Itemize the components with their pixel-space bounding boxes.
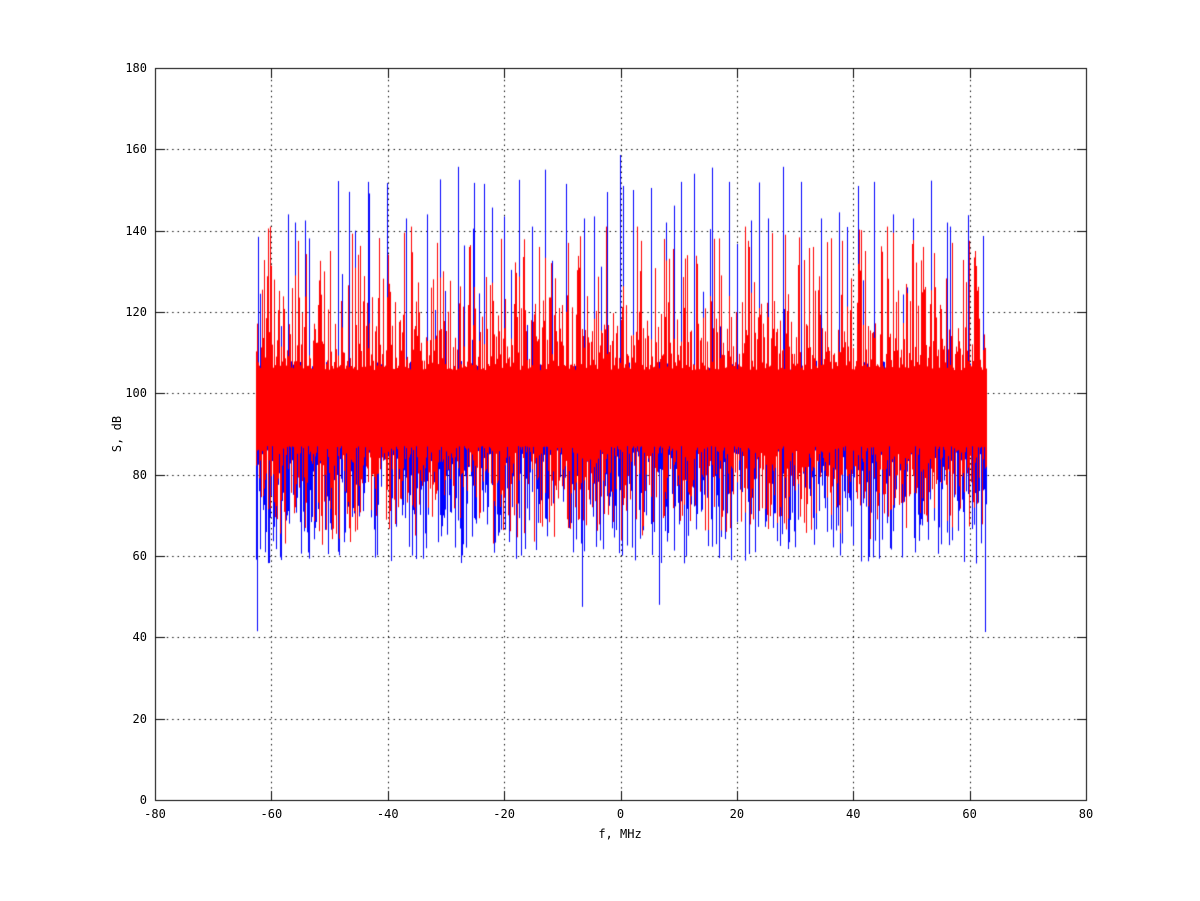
y-tick-label: 100	[125, 386, 147, 401]
x-tick-label: 40	[846, 807, 861, 821]
y-tick-label: 80	[132, 467, 147, 482]
y-tick-label: 40	[132, 630, 147, 645]
y-tick-label: 140	[125, 223, 147, 238]
y-tick-label: 180	[125, 61, 147, 75]
x-tick-label: 20	[729, 807, 745, 821]
y-tick-label: 60	[132, 549, 147, 563]
x-tick-label: -60	[260, 807, 283, 821]
y-tick-label: 160	[125, 142, 147, 157]
x-tick-label: -20	[493, 807, 515, 821]
y-tick-label: 0	[139, 793, 147, 807]
y-tick-label: 120	[125, 305, 147, 319]
x-tick-label: 80	[1078, 807, 1094, 821]
x-tick-label: 0	[616, 807, 625, 821]
x-tick-label: 60	[962, 807, 977, 821]
y-axis-label: S, dB	[110, 415, 124, 453]
x-tick-label: -40	[376, 807, 399, 821]
x-axis-label: f, MHz	[598, 827, 642, 841]
y-tick-label: 20	[132, 711, 147, 726]
x-tick-label: -80	[144, 807, 166, 821]
